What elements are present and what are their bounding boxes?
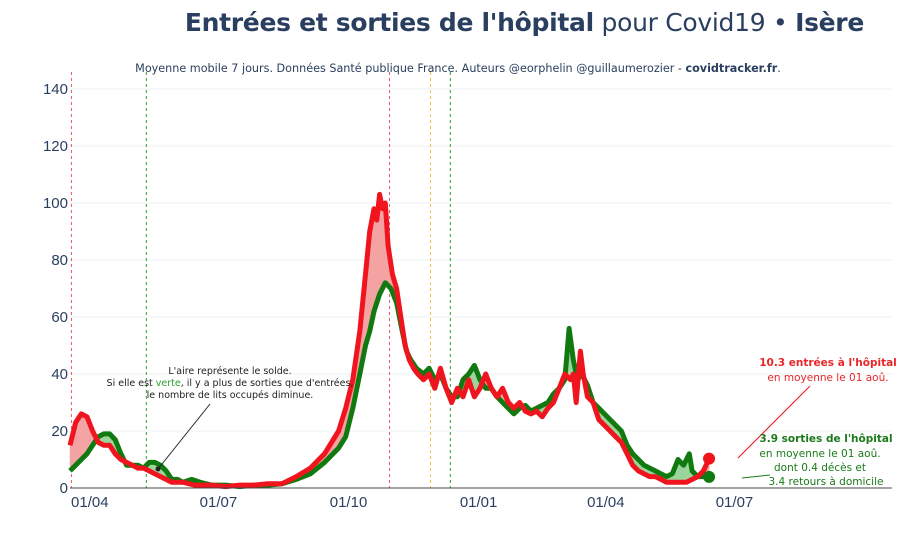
annotation-solde-line3: le nombre de lits occupés diminue. [147,390,314,401]
y-tick-label: 60 [51,309,68,326]
annotation-entrees-value: 10.3 entrées à l'hôpital [759,357,897,369]
series-lines [67,191,716,490]
annotation-entrees-sub: en moyenne le 01 aoû. [767,372,888,384]
x-tick-label: 01/01 [460,494,498,511]
x-tick-label: 01/04 [587,494,625,511]
annotations: L'aire représente le solde. Si elle est … [107,357,897,488]
y-tick-label: 120 [43,138,68,155]
chart-title: Entrées et sorties de l'hôpital pour Cov… [0,8,864,37]
annotation-solde-line2: Si elle est verte, il y a plus de sortie… [107,378,354,389]
series-endpoint-sorties [703,470,716,483]
annotation-retours: 3.4 retours à domicile [769,476,884,488]
y-tick-label: 20 [51,423,68,440]
annotation-deces: dont 0.4 décès et [774,462,866,474]
grid [70,88,892,489]
title-normal: pour Covid19 • [593,8,796,37]
annotation-solde-green: verte [156,378,181,389]
y-tick-label: 40 [51,366,68,383]
subtitle-text: Moyenne mobile 7 jours. Données Santé pu… [135,62,686,75]
subtitle-end: . [777,62,781,75]
series-line-entrées [67,191,712,490]
y-tick-label: 100 [43,195,68,212]
annotation-entrees-arrow [737,385,811,459]
annotation-solde-line1: L'aire représente le solde. [168,366,291,377]
x-tick-label: 01/10 [330,494,368,511]
annotation-sorties-arrow [741,474,771,479]
x-tick-label: 01/04 [71,494,109,511]
annotation-solde-dot [155,466,161,472]
y-tick-label: 0 [60,480,68,497]
subtitle-site: covidtracker.fr [685,62,778,75]
chart-subtitle: Moyenne mobile 7 jours. Données Santé pu… [0,62,916,75]
series-endpoint-entrées [703,452,716,465]
title-bold: Entrées et sorties de l'hôpital [184,8,594,37]
annotation-solde-part1: Si elle est [107,378,156,389]
annotation-solde-part3: , il y a plus de sorties que d'entrées, [181,378,354,389]
annotation-solde-arrow [157,403,211,470]
annotation-sorties-sub: en moyenne le 01 aoû. [759,448,880,460]
annotation-sorties-value: 3.9 sorties de l'hôpital [759,433,892,445]
x-tick-label: 01/07 [716,494,754,511]
y-tick-label: 80 [51,252,68,269]
x-tick-label: 01/07 [200,494,238,511]
axes: 0 20 40 60 80 100 120 140 01/04 01/07 01/10 01/01 01… [43,81,892,511]
title-region: Isère [795,8,864,37]
y-tick-label: 140 [43,81,68,98]
